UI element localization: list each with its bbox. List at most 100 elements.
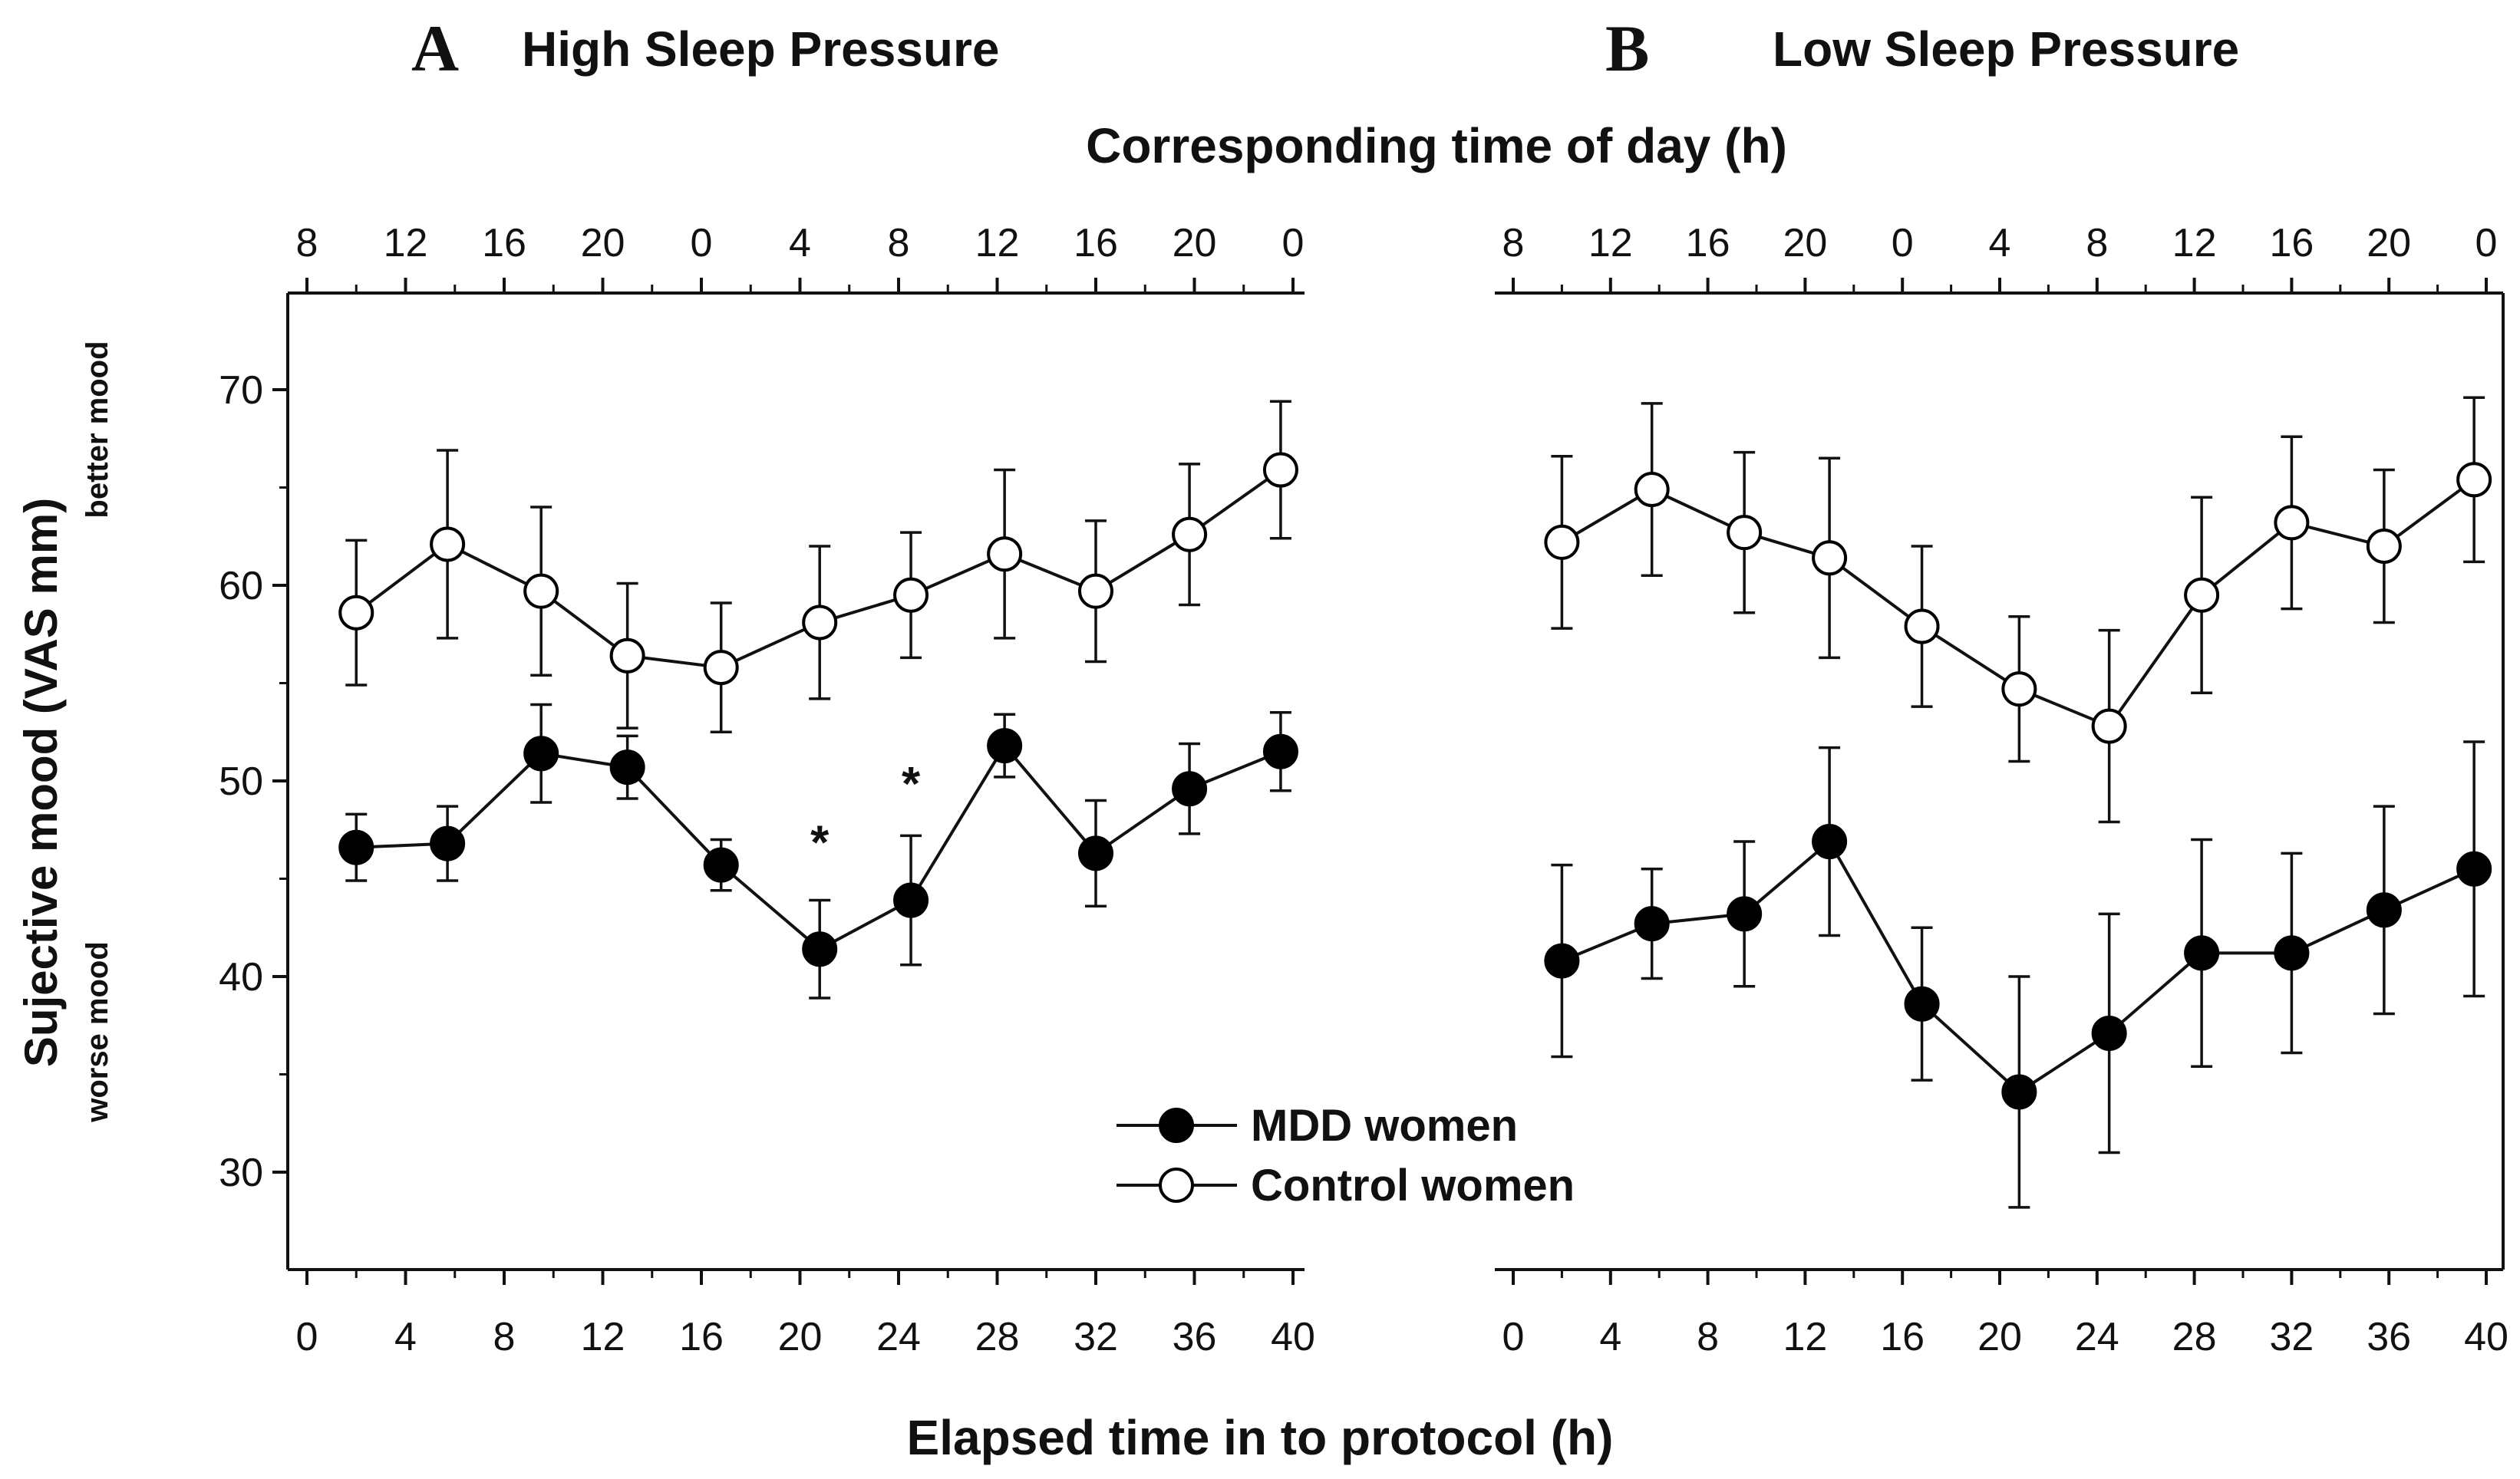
data-point-control-b — [2274, 505, 2310, 541]
top-tick-label-b: 12 — [2172, 221, 2217, 265]
y-tick-label-a: 40 — [219, 955, 263, 1000]
y-tick-label-a: 70 — [219, 368, 263, 413]
bottom-axis-title: Elapsed time in to protocol (h) — [907, 1410, 1614, 1465]
data-point-control-b — [1904, 608, 1940, 644]
data-point-mdd-b — [2274, 935, 2310, 971]
top-tick-label-a: 0 — [691, 221, 713, 265]
top-tick-label-a: 20 — [1173, 221, 1217, 265]
significance-star-a: * — [902, 758, 921, 811]
data-point-control-a — [893, 577, 929, 613]
data-point-mdd-b — [2091, 1015, 2127, 1051]
data-point-mdd-a — [1078, 835, 1113, 871]
top-tick-label-a: 4 — [789, 221, 811, 265]
data-point-control-b — [1812, 540, 1848, 576]
legend-control-marker — [1159, 1168, 1194, 1203]
y-axis-title: Sujective mood (VAS mm) — [15, 498, 67, 1067]
top-tick-label-b: 0 — [1892, 221, 1914, 265]
bottom-tick-label-b: 8 — [1697, 1315, 1719, 1359]
top-tick-label-a: 16 — [482, 221, 526, 265]
data-point-mdd-a — [609, 749, 645, 786]
legend: MDD women Control women — [1117, 1101, 1575, 1211]
panel-b-plot: 0 8 4 12 8 16 12 20 16 0 20 4 24 8 28 12 32 16 36 20 40 0 — [1495, 221, 2508, 1359]
y-tick-label-a: 60 — [219, 564, 263, 608]
data-point-mdd-b — [1727, 896, 1763, 932]
bottom-tick-label-b: 16 — [1880, 1315, 1925, 1359]
top-tick-label-a: 20 — [581, 221, 625, 265]
y-tick-label-a: 30 — [219, 1151, 263, 1195]
top-tick-label-a: 8 — [888, 221, 910, 265]
data-point-mdd-a — [338, 829, 374, 865]
bottom-tick-label-b: 12 — [1783, 1315, 1827, 1359]
top-tick-label-b: 4 — [1989, 221, 2011, 265]
data-point-mdd-b — [2184, 935, 2220, 971]
bottom-tick-label-b: 32 — [2269, 1315, 2314, 1359]
top-tick-label-b: 8 — [2086, 221, 2108, 265]
legend-control-label: Control women — [1251, 1161, 1575, 1211]
data-point-mdd-b — [2001, 1074, 2037, 1110]
data-point-mdd-a — [893, 882, 929, 918]
data-point-mdd-b — [1544, 943, 1580, 979]
bottom-tick-label-b: 40 — [2464, 1315, 2508, 1359]
bottom-tick-label-a: 40 — [1271, 1315, 1315, 1359]
bottom-tick-label-a: 0 — [296, 1315, 318, 1359]
bottom-tick-label-a: 12 — [581, 1315, 625, 1359]
bottom-tick-label-a: 36 — [1173, 1315, 1217, 1359]
top-tick-label-a: 12 — [975, 221, 1020, 265]
data-point-mdd-b — [1904, 986, 1940, 1022]
bottom-tick-label-b: 24 — [2075, 1315, 2119, 1359]
y-axis-worse-label: worse mood — [81, 941, 114, 1123]
bottom-tick-label-a: 32 — [1074, 1315, 1118, 1359]
data-point-mdd-a — [1262, 733, 1298, 769]
data-point-control-a — [1262, 452, 1298, 488]
bottom-tick-label-a: 8 — [493, 1315, 516, 1359]
bottom-tick-label-a: 4 — [394, 1315, 417, 1359]
data-point-control-a — [523, 573, 559, 609]
top-tick-label-b: 20 — [2367, 221, 2411, 265]
top-tick-label-b: 12 — [1588, 221, 1633, 265]
panel-a-plot: 0 8 4 12 8 16 12 20 16 0 20 4 24 8 28 12 32 16 36 20 40 0 30 40… — [219, 221, 1315, 1359]
data-point-mdd-a — [802, 931, 838, 967]
top-tick-label-a: 0 — [1282, 221, 1305, 265]
data-point-mdd-b — [1634, 906, 1670, 942]
bottom-tick-label-a: 28 — [975, 1315, 1020, 1359]
panel-a-title: High Sleep Pressure — [522, 21, 999, 77]
data-point-control-b — [2091, 708, 2127, 744]
data-point-control-b — [2001, 671, 2037, 707]
data-point-control-a — [802, 604, 838, 641]
bottom-tick-label-b: 4 — [1599, 1315, 1621, 1359]
bottom-tick-label-b: 20 — [1977, 1315, 2022, 1359]
data-point-control-b — [1634, 472, 1670, 508]
panel-b-letter: B — [1605, 12, 1649, 85]
data-point-control-a — [430, 526, 466, 562]
data-point-control-a — [703, 650, 739, 686]
data-point-control-b — [2184, 577, 2220, 613]
data-point-control-a — [987, 536, 1023, 572]
data-point-mdd-b — [1812, 824, 1848, 860]
bottom-tick-label-b: 0 — [1502, 1315, 1525, 1359]
top-tick-label-b: 0 — [2475, 221, 2498, 265]
top-axis-title: Corresponding time of day (h) — [1086, 118, 1787, 173]
data-point-control-b — [1544, 524, 1580, 560]
legend-mdd-marker — [1159, 1108, 1194, 1143]
data-point-control-a — [1078, 573, 1113, 609]
legend-mdd-label: MDD women — [1251, 1101, 1518, 1151]
bottom-tick-label-a: 20 — [778, 1315, 823, 1359]
bottom-tick-label-b: 36 — [2367, 1315, 2411, 1359]
data-point-mdd-a — [1172, 771, 1208, 807]
significance-star-a: * — [810, 816, 830, 869]
data-point-mdd-b — [2366, 892, 2402, 928]
data-point-control-b — [2366, 529, 2402, 564]
panel-b-title: Low Sleep Pressure — [1773, 21, 2239, 77]
data-point-control-a — [1172, 516, 1208, 552]
top-tick-label-a: 12 — [384, 221, 428, 265]
panel-a-letter: A — [411, 12, 459, 85]
top-tick-label-b: 16 — [1686, 221, 1730, 265]
bottom-tick-label-a: 24 — [876, 1315, 921, 1359]
top-tick-label-b: 8 — [1502, 221, 1525, 265]
y-axis-better-label: better mood — [81, 341, 114, 518]
top-tick-label-a: 8 — [296, 221, 318, 265]
top-tick-label-a: 16 — [1074, 221, 1118, 265]
data-point-mdd-a — [703, 847, 739, 883]
data-point-mdd-a — [430, 825, 466, 861]
